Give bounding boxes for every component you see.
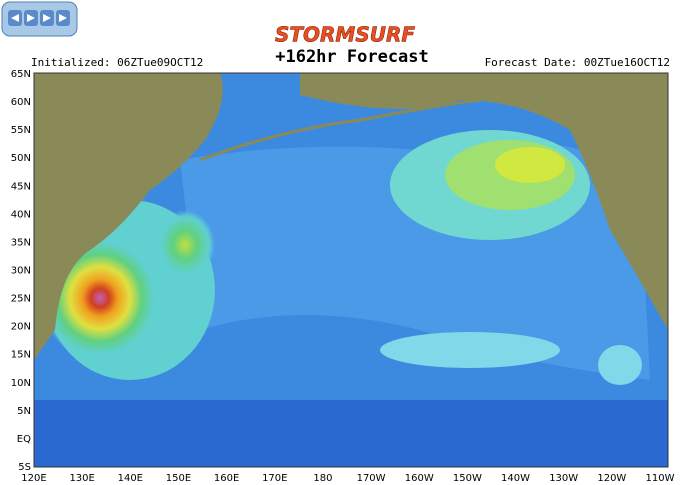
lon-label: 130E bbox=[69, 473, 94, 484]
lon-label: 130W bbox=[549, 473, 578, 484]
initialized: Initialized: 06ZTue09OCT12 bbox=[31, 56, 203, 69]
lat-label: 15N bbox=[11, 350, 31, 361]
lon-label: 160E bbox=[214, 473, 239, 484]
lat-label: EQ bbox=[17, 434, 31, 445]
lon-label: 110W bbox=[646, 473, 675, 484]
lat-label: 30N bbox=[11, 266, 31, 277]
lon-label: 150E bbox=[166, 473, 191, 484]
forecast-date: Forecast Date: 00ZTue16OCT12 bbox=[485, 56, 670, 69]
lat-label: 5N bbox=[17, 406, 31, 417]
lon-label: 160W bbox=[405, 473, 434, 484]
brand: STORMSURF bbox=[275, 23, 415, 47]
map bbox=[33, 72, 669, 468]
lon-label: 150W bbox=[453, 473, 482, 484]
lat-label: 20N bbox=[11, 322, 31, 333]
nav-buttons[interactable] bbox=[1, 1, 78, 37]
lat-label: 55N bbox=[11, 125, 31, 136]
lat-label: 45N bbox=[11, 181, 31, 192]
lat-label: 35N bbox=[11, 237, 31, 248]
lat-label: 65N bbox=[11, 69, 31, 80]
lon-label: 170E bbox=[262, 473, 287, 484]
lon-label: 140W bbox=[501, 473, 530, 484]
lat-label: 25N bbox=[11, 294, 31, 305]
lon-label: 120E bbox=[21, 473, 46, 484]
lat-label: 10N bbox=[11, 378, 31, 389]
lon-label: 120W bbox=[597, 473, 626, 484]
title: +162hr Forecast bbox=[275, 47, 429, 67]
lat-label: 5S bbox=[18, 462, 31, 473]
lon-label: 170W bbox=[357, 473, 386, 484]
lon-label: 180 bbox=[313, 473, 332, 484]
lat-label: 40N bbox=[11, 209, 31, 220]
lon-label: 140E bbox=[118, 473, 143, 484]
lat-label: 50N bbox=[11, 153, 31, 164]
lat-label: 60N bbox=[11, 97, 31, 108]
